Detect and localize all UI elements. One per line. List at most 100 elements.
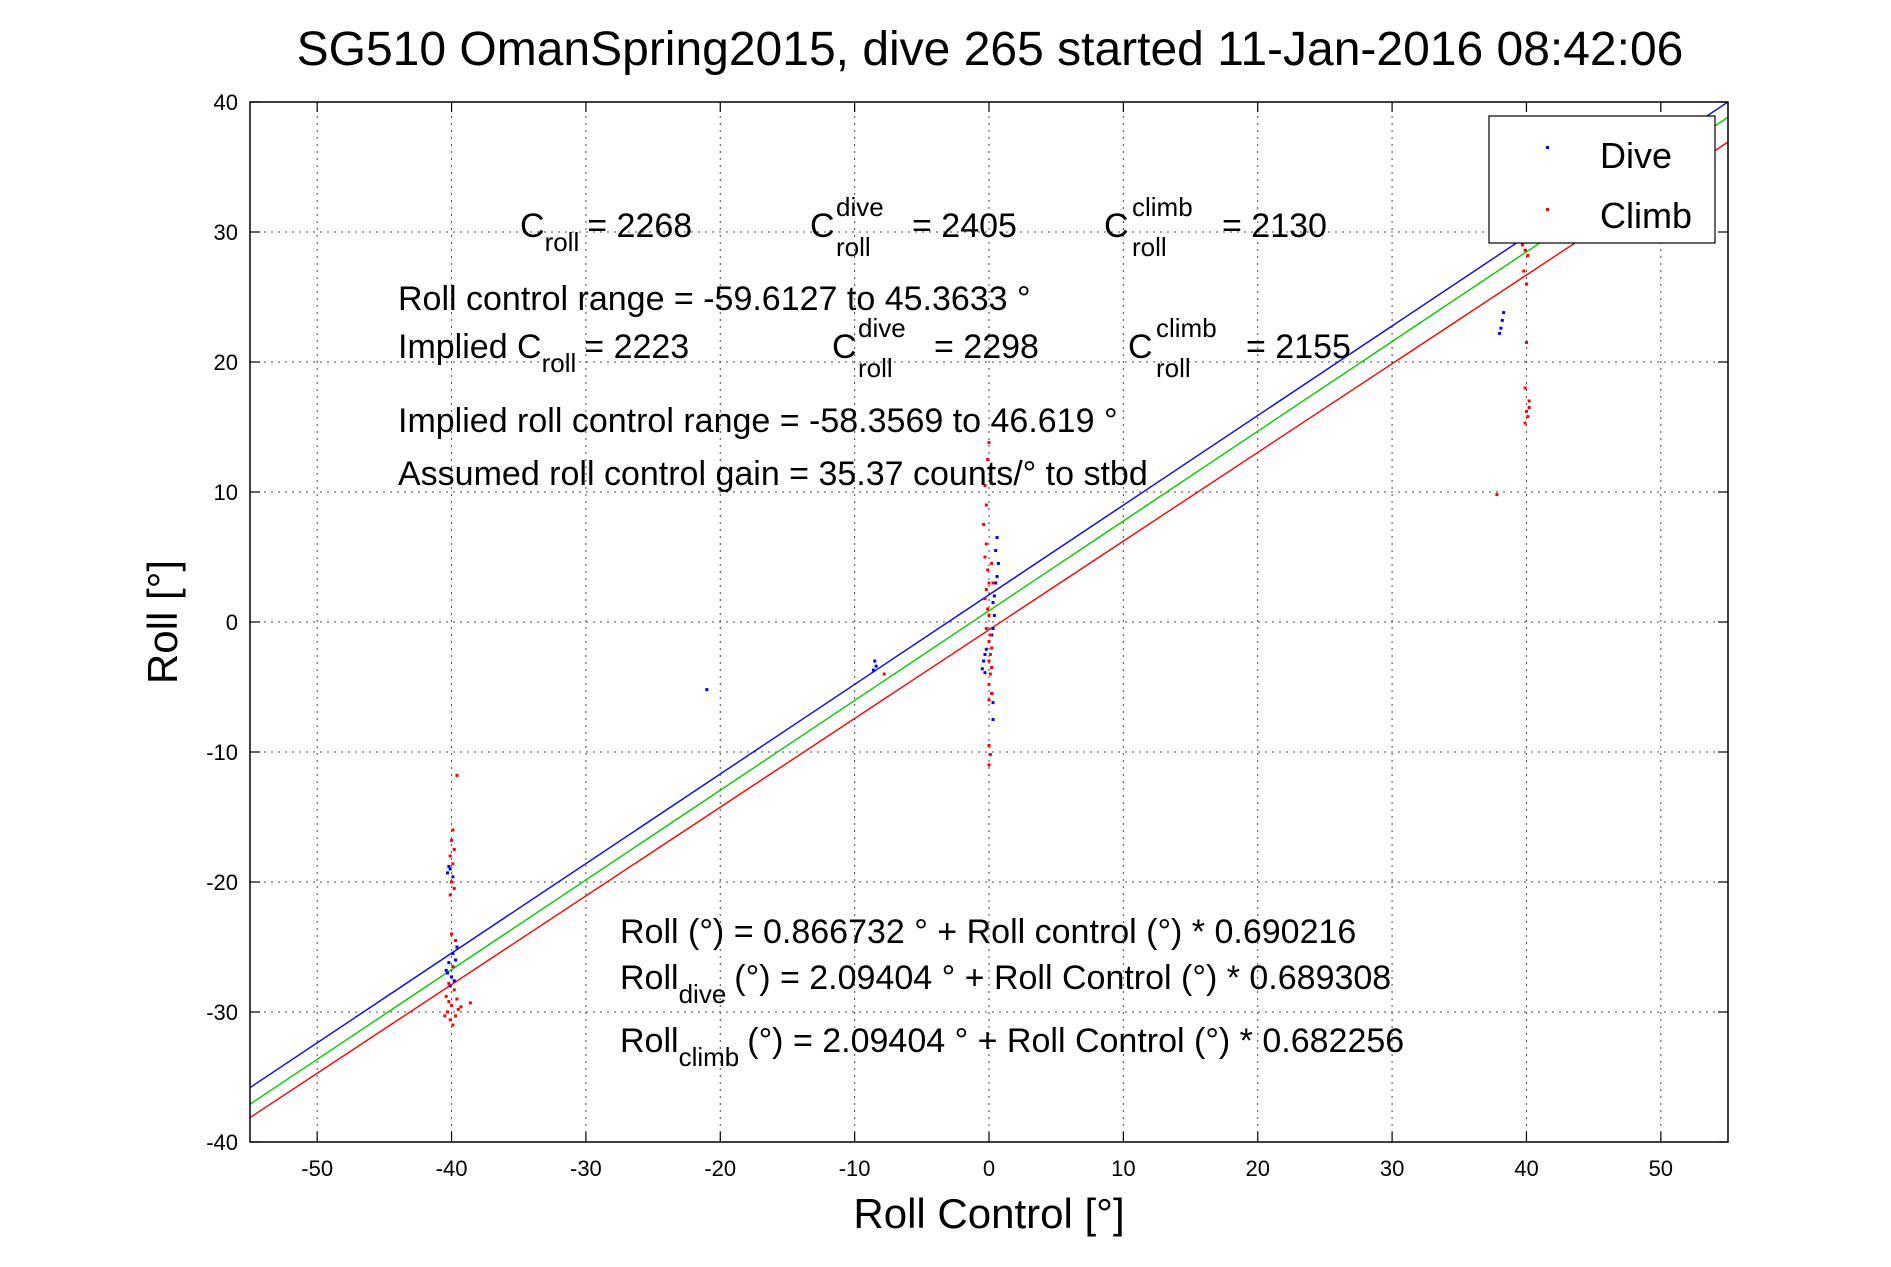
fit-line-all (250, 116, 1728, 1105)
point-dive (995, 536, 999, 539)
c-letter: C (810, 207, 835, 245)
svg-text:C: C (832, 328, 857, 366)
point-dive (444, 968, 448, 972)
sub-climb: climb (679, 1042, 740, 1072)
point-dive (446, 871, 450, 875)
point-climb (451, 828, 455, 832)
x-tick-label: 30 (1380, 1156, 1404, 1181)
point-dive (454, 958, 458, 962)
point-climb (444, 994, 448, 998)
point-climb (1527, 399, 1531, 403)
point-climb (982, 523, 986, 526)
sub-roll: roll (1156, 353, 1191, 383)
point-climb (448, 893, 452, 897)
point-dive (447, 864, 451, 868)
sub-roll: roll (1132, 232, 1167, 262)
point-climb (450, 880, 454, 884)
gain: Assumed roll control gain = 35.37 counts… (398, 455, 1148, 493)
point-climb (990, 646, 994, 650)
point-climb (987, 441, 991, 445)
point-dive (452, 979, 456, 983)
c-letter: C (1128, 328, 1153, 366)
point-climb (984, 503, 988, 507)
point-climb (454, 1014, 458, 1018)
point-climb (988, 653, 992, 656)
sub-dive: dive (679, 979, 727, 1009)
point-climb (986, 568, 990, 572)
point-dive (992, 594, 996, 598)
legend-climb-marker (1546, 208, 1549, 211)
point-climb (984, 542, 988, 546)
point-climb (448, 854, 452, 858)
implied-c-roll-value: = 2223 (584, 328, 689, 366)
point-climb (455, 773, 459, 777)
point-dive (446, 971, 450, 975)
x-tick-label: -30 (570, 1156, 602, 1181)
point-climb (451, 965, 455, 968)
point-dive (992, 614, 996, 617)
point-dive (705, 688, 709, 692)
point-dive (451, 875, 455, 879)
x-tick-label: 10 (1111, 1156, 1135, 1181)
plot-frame (249, 101, 1729, 1143)
point-dive (1499, 326, 1503, 330)
point-dive (994, 549, 998, 552)
svg-text:Rollclimb(°) = 2.09404 ° + Rol: Rollclimb (°) = 2.09404 ° + Roll Control … (620, 1022, 1404, 1072)
point-dive (1500, 318, 1504, 322)
point-dive (991, 701, 995, 705)
implied-range: Implied roll control range = -58.3569 to… (398, 402, 1118, 440)
point-climb (987, 763, 991, 767)
point-climb (987, 614, 991, 617)
svg-text:C: C (810, 207, 835, 245)
point-dive (1502, 311, 1506, 315)
point-climb (1523, 421, 1527, 425)
sub-roll: roll (836, 232, 871, 262)
point-climb (1524, 409, 1528, 413)
point-climb (1526, 415, 1530, 419)
point-dive (982, 659, 986, 663)
point-climb (983, 484, 987, 487)
point-dive (873, 659, 877, 663)
grid (250, 102, 1728, 1142)
sup-climb: climb (1156, 313, 1217, 343)
point-dive (874, 664, 878, 668)
point-climb (986, 458, 990, 461)
sup-climb: climb (1132, 192, 1193, 222)
sup-dive: dive (858, 313, 906, 343)
x-tick-label: 20 (1245, 1156, 1269, 1181)
x-tick-label: -20 (704, 1156, 736, 1181)
point-climb (987, 581, 991, 585)
point-climb (988, 672, 992, 676)
point-climb (451, 862, 455, 866)
sub-roll: roll (858, 353, 893, 383)
point-climb (990, 562, 994, 565)
point-climb (454, 939, 458, 942)
point-climb (456, 1007, 460, 1011)
legend-dive-label: Dive (1600, 135, 1672, 176)
y-tick-label: 10 (214, 480, 238, 505)
point-climb (1526, 253, 1530, 257)
fit-lines (250, 102, 1728, 1119)
implied-c-roll-dive-value: = 2298 (934, 328, 1039, 366)
svg-text:Rolldive(°) = 2.09404 ° + Roll: Rolldive (°) = 2.09404 ° + Roll Control (… (620, 959, 1391, 1009)
point-climb (443, 1014, 447, 1018)
point-dive (1498, 331, 1502, 335)
point-climb (1520, 243, 1524, 247)
point-dive (448, 984, 452, 988)
point-dive (871, 668, 875, 672)
x-tick-label: -40 (436, 1156, 468, 1181)
c-roll-annotation: Croll = 2268 C dive roll = 2405 C climb r… (520, 192, 1327, 262)
point-climb (987, 682, 991, 686)
implied-c-roll-annotation: Implied Croll = 2223 C dive roll = 2298 C… (398, 313, 1351, 383)
ticks: -50 -40 -30 -20 -10 0 10 20 30 40 50 -40 -30 -20 -10 0 1… (206, 90, 1728, 1181)
point-dive (991, 601, 995, 604)
c-letter: C (832, 328, 857, 366)
point-dive (450, 975, 454, 979)
point-dive (996, 562, 1000, 565)
c-roll-climb-value: = 2130 (1222, 207, 1327, 245)
point-climb (987, 659, 991, 663)
annotations: Croll = 2268 C dive roll = 2405 C climb r… (398, 192, 1404, 1072)
point-climb (988, 633, 992, 637)
point-dive (980, 667, 984, 671)
